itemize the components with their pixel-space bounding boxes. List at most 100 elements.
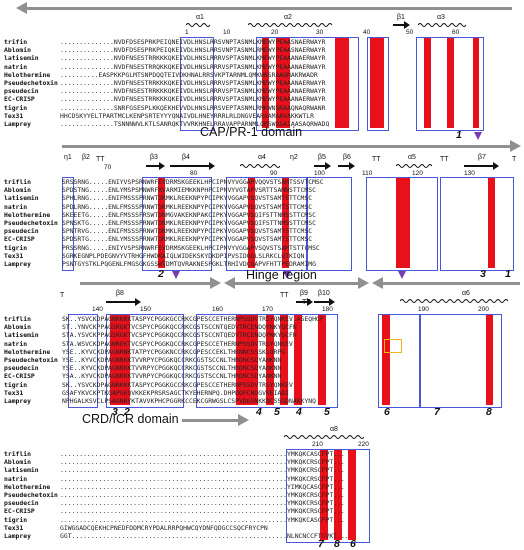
conserved-column [473, 38, 479, 128]
sequence-name: tigrin [4, 380, 28, 389]
sequence-row: ..............NVDFDSESPRKPEIQNEIVDLHNSLR… [60, 38, 326, 46]
strand-beta8 [106, 301, 136, 303]
strand-beta8-head [135, 298, 141, 306]
sequence-row: ........................................… [60, 450, 345, 458]
residue-number: 90 [270, 170, 278, 177]
sequence-row: ........................................… [60, 515, 345, 524]
helix-label-alpha3: α3 [437, 14, 445, 21]
similarity-box [256, 37, 359, 131]
conserved-column [348, 450, 356, 540]
sequence-name: Helothermine [4, 210, 51, 219]
ss-label: T [512, 156, 517, 163]
residue-number: 190 [418, 306, 429, 313]
sequence-names: trifin Ablomin latisemin natrin Helother… [4, 38, 58, 128]
sequence-name: latisemin [4, 54, 39, 63]
sequence-row: SPNSKTG.....ENLFMSSSPRNWTDRMKLREEKNPYPCI… [62, 218, 316, 227]
strand-beta6-head [349, 162, 355, 170]
sequence-row: ..............TSNNNWVLKTLSANRQKTVVRKHNEL… [60, 119, 330, 128]
domain-arrow-head [372, 277, 383, 289]
residue-number: 180 [322, 306, 333, 313]
conserved-column [110, 315, 130, 405]
sequence-name: Tex31 [4, 251, 24, 260]
sequence-names: triflin Ablomin latisemin natrin Helothe… [4, 178, 58, 268]
ss-label: β4 [182, 154, 190, 161]
domain-arrow-head [510, 140, 521, 152]
sequence-name: Pseudechetoxin [4, 218, 58, 227]
cysteine-label: 4 [296, 406, 302, 418]
cysteine-label: 2 [124, 406, 130, 418]
sequence-name: trifin [4, 38, 28, 46]
conserved-column [370, 38, 384, 128]
conserved-column [276, 38, 290, 128]
conserved-column [280, 315, 288, 405]
sequence-rows: ........................................… [60, 450, 380, 540]
residue-number: 220 [358, 441, 369, 448]
residue-number: 160 [212, 306, 223, 313]
sequence-row: SGRKEGNPLPDEGNVYVTRHGFHWDKAIQLWIDEKSKYDK… [62, 251, 305, 260]
sequence-name: Ablomin [4, 323, 31, 332]
similarity-box [306, 177, 352, 271]
cysteine-label: 4 [256, 406, 262, 418]
strand-beta5 [314, 165, 326, 167]
sequence-name: pseudecin [4, 364, 39, 373]
cysteine-label: 6 [384, 406, 390, 418]
ss-label: β3 [150, 154, 158, 161]
sequence-row: ........................................… [60, 474, 345, 483]
sequence-row: SPDSRTG.....ENLYMSSSPRNWTDRMKLREEKNPYPCI… [62, 235, 313, 244]
sequence-row: YSE..KYVCKDPAGNRKKTVVRPYCPGGKQCCRKCGSTSC… [62, 364, 282, 373]
similarity-box [286, 449, 370, 543]
residue-number: 10 [223, 29, 231, 36]
similarity-box [68, 314, 98, 408]
sequence-row: ..........EASPKKPGLMTSNPDQQTEIVDKHNALRRS… [60, 70, 318, 79]
sequence-name: latisemin [4, 466, 39, 475]
cysteine-label: 1 [456, 129, 462, 141]
strand-beta9-head [307, 298, 313, 306]
sequence-name: Lamprey [4, 396, 31, 405]
strand-beta4-head [209, 162, 215, 170]
sequence-row: ..............NVDFNSESTRRQKKQKEIVDLHNSLR… [60, 62, 326, 71]
conserved-column [396, 178, 410, 268]
ss-label: β2 [82, 154, 90, 161]
sequence-row: SPDSTNG.....ENLYMSPSMNWRFRVARMIEMKKNPHPC… [62, 186, 316, 195]
ss-label: TT [96, 156, 105, 163]
strand-beta7 [464, 165, 494, 167]
sequence-name: Pseudechetoxin [4, 78, 58, 87]
strand-beta4 [170, 165, 210, 167]
sequence-row: ST..YNVCKPPAGSRGKTVCSPYCPGGKQCCRKCGSTSCC… [62, 323, 297, 332]
similarity-box [142, 177, 212, 271]
sequence-name: Tex31 [4, 523, 24, 532]
residue-number: 1 [185, 29, 189, 36]
similarity-box [367, 37, 389, 131]
ss-label: β6 [343, 154, 351, 161]
conserved-column [318, 315, 326, 405]
sequence-name: pseudecin [4, 499, 39, 508]
sequence-row: YSA..KYVCKDPAGNRKKTVVRPYCPGGKQCCRKCGSTSC… [62, 372, 282, 381]
conserved-column [282, 178, 289, 268]
domain-arrow-line [62, 145, 512, 148]
sequence-name: triflin [4, 315, 31, 323]
sequence-row: ........................................… [60, 490, 345, 499]
similarity-box [378, 314, 420, 408]
residue-number: 70 [104, 164, 112, 171]
domain-arrow-line [382, 282, 520, 285]
residue-number: 20 [271, 29, 279, 36]
cysteine-label: 3 [480, 268, 486, 280]
alignment-block-3: T β8 TT β9 TT β10 α6 140 150 160 170 180… [0, 274, 524, 418]
helix-alpha3 [418, 23, 466, 27]
similarity-box [416, 37, 484, 131]
conserved-column [382, 315, 390, 405]
similarity-box [62, 177, 74, 271]
helix-alpha5 [396, 164, 432, 168]
sequence-name: triflin [4, 178, 31, 186]
sequence-row: SK..YSVCKDPAGNRKKKTASPYCPGGKGCCRKCGPESCC… [62, 380, 293, 389]
ss-label: α5 [408, 154, 416, 161]
residue-number: 120 [412, 170, 423, 177]
conserved-column [320, 450, 328, 540]
domain-arrow-head [358, 277, 369, 289]
sequence-row: PRSSRNG.....ENIYVSPSRNWRFEVDRMSKGEEKLHPC… [62, 243, 320, 252]
residue-number: 100 [314, 170, 325, 177]
cysteine-label: 6 [350, 538, 356, 550]
alignment-block-2: η1 β2 TT β3 β4 α4 η2 β5 β6 TT α5 TT β7 T… [0, 140, 524, 282]
domain-arrow-head [16, 2, 27, 14]
sequence-row: YSE..KYVCKDPAGNRNKTATPYCPGGKNCCRKCGPESCC… [62, 347, 286, 356]
